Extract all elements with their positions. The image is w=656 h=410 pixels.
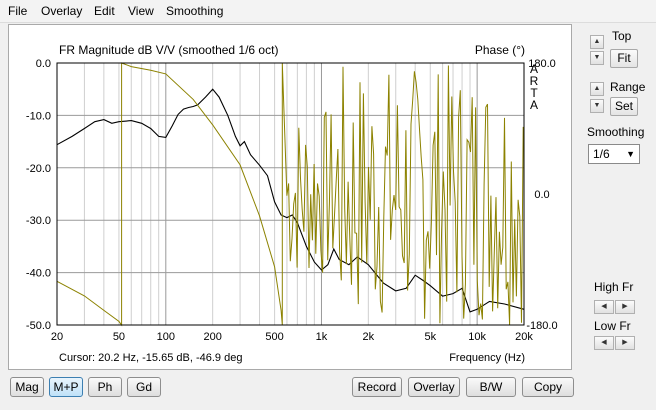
menu-edit[interactable]: Edit [94, 4, 115, 18]
chart-title: FR Magnitude dB V/V (smoothed 1/6 oct) [59, 43, 278, 57]
x-tick-label: 1k [316, 331, 328, 343]
x-tick-label: 100 [157, 331, 175, 343]
x-tick-label: 5k [424, 331, 436, 343]
top-label: Top [612, 29, 632, 43]
low-fr-right-arrow-icon[interactable]: ▶ [615, 336, 635, 350]
smoothing-label: Smoothing [587, 125, 645, 139]
x-tick-label: 20k [515, 331, 533, 343]
smoothing-value: 1/6 [593, 147, 610, 161]
y-tick-label: -50.0 [26, 320, 51, 332]
phase-tick-label: 0.0 [534, 189, 549, 201]
plot-area [56, 62, 525, 327]
x-tick-label: 200 [203, 331, 221, 343]
mag-phase-button[interactable]: M+P [49, 377, 83, 397]
range-up-arrow-icon[interactable]: ▲ [590, 82, 604, 96]
menu-bar: File Overlay Edit View Smoothing [0, 0, 656, 23]
axis-labels: 0.0 -10.0 -20.0 -30.0 -40.0 -50.0 180.0 0.0 -180… [26, 58, 558, 343]
x-tick-label: 50 [113, 331, 125, 343]
fit-button[interactable]: Fit [610, 49, 638, 68]
y-tick-label: 0.0 [36, 58, 51, 70]
phase-axis-title: Phase (°) [475, 43, 525, 57]
x-tick-label: 500 [265, 331, 283, 343]
top-up-arrow-icon[interactable]: ▲ [590, 35, 604, 49]
range-label: Range [610, 80, 646, 94]
arta-letter-a2: A [530, 98, 538, 112]
y-tick-label: -30.0 [26, 215, 51, 227]
low-fr-label: Low Fr [594, 319, 631, 333]
copy-button[interactable]: Copy [522, 377, 574, 397]
grid [56, 62, 525, 326]
arta-letter-t: T [530, 86, 538, 100]
high-fr-label: High Fr [594, 280, 634, 294]
graph-panel[interactable]: FR Magnitude dB V/V (smoothed 1/6 oct) P… [8, 24, 572, 370]
chevron-down-icon: ▼ [626, 149, 635, 159]
x-axis-title: Frequency (Hz) [449, 352, 525, 364]
menu-smoothing[interactable]: Smoothing [166, 4, 224, 18]
top-down-arrow-icon[interactable]: ▼ [590, 51, 604, 65]
x-tick-label: 2k [363, 331, 375, 343]
high-fr-left-arrow-icon[interactable]: ◀ [594, 300, 614, 314]
side-panel: ▲ ▼ Top Fit ▲ ▼ Range Set Smoothing 1/6 … [578, 24, 650, 370]
group-delay-button[interactable]: Gd [127, 377, 161, 397]
low-fr-left-arrow-icon[interactable]: ◀ [594, 336, 614, 350]
x-tick-label: 10k [468, 331, 486, 343]
smoothing-select[interactable]: 1/6 ▼ [588, 144, 640, 164]
phase-curve [56, 62, 524, 327]
range-down-arrow-icon[interactable]: ▼ [590, 99, 604, 113]
menu-view[interactable]: View [128, 4, 154, 18]
y-tick-label: -10.0 [26, 110, 51, 122]
overlay-button[interactable]: Overlay [408, 377, 460, 397]
frequency-response-chart[interactable]: FR Magnitude dB V/V (smoothed 1/6 oct) P… [9, 25, 571, 369]
magnitude-curve [56, 88, 525, 313]
phase-tick-label: 180.0 [528, 58, 556, 70]
cursor-readout: Cursor: 20.2 Hz, -15.65 dB, -46.9 deg [59, 352, 242, 364]
y-tick-label: -20.0 [26, 163, 51, 175]
phase-tick-label: -180.0 [526, 320, 557, 332]
arta-letter-a1: A [530, 62, 538, 76]
record-button[interactable]: Record [352, 377, 402, 397]
x-tick-label: 20 [51, 331, 63, 343]
set-button[interactable]: Set [610, 97, 638, 116]
bw-button[interactable]: B/W [466, 377, 516, 397]
menu-file[interactable]: File [8, 4, 28, 18]
plot-frame [56, 62, 525, 326]
menu-overlay[interactable]: Overlay [41, 4, 83, 18]
mag-button[interactable]: Mag [10, 377, 44, 397]
high-fr-right-arrow-icon[interactable]: ▶ [615, 300, 635, 314]
arta-letter-r: R [530, 74, 539, 88]
phase-button[interactable]: Ph [88, 377, 122, 397]
y-tick-label: -40.0 [26, 268, 51, 280]
